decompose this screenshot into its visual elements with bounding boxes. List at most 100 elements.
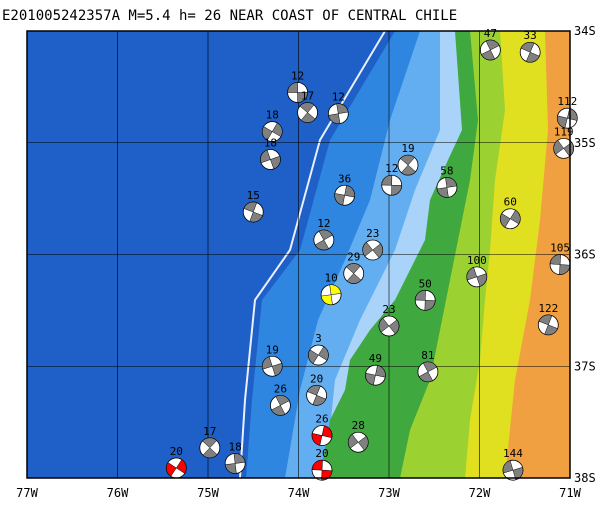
focal-mechanism bbox=[308, 344, 329, 366]
focal-mechanism bbox=[502, 459, 524, 481]
focal-mechanism bbox=[311, 425, 333, 446]
depth-label: 17 bbox=[301, 90, 314, 103]
focal-mechanism bbox=[261, 355, 283, 377]
focal-mechanism bbox=[553, 137, 575, 159]
ball-quadrant bbox=[388, 319, 400, 335]
ball-quadrant bbox=[202, 437, 217, 449]
ball-quadrant bbox=[318, 229, 333, 241]
focal-mechanism bbox=[479, 39, 501, 61]
ball-quadrant bbox=[345, 263, 361, 274]
focal-mechanism bbox=[199, 437, 221, 459]
ball-quadrant bbox=[466, 267, 478, 281]
depth-label: 119 bbox=[554, 125, 574, 138]
depth-label: 122 bbox=[538, 302, 558, 315]
x-tick-label: 77W bbox=[16, 486, 38, 500]
depth-label: 100 bbox=[467, 254, 487, 267]
focal-mechanism bbox=[287, 82, 308, 103]
focal-mechanism bbox=[499, 208, 521, 230]
ball-quadrant bbox=[344, 185, 355, 198]
ball-quadrant bbox=[175, 459, 187, 474]
focal-mechanism bbox=[414, 289, 436, 311]
depth-label: 3 bbox=[315, 332, 322, 345]
ball-quadrant bbox=[318, 346, 329, 361]
ball-quadrant bbox=[500, 213, 511, 228]
ball-quadrant bbox=[445, 177, 458, 188]
focal-mechanism bbox=[242, 201, 264, 223]
depth-label: 17 bbox=[203, 425, 216, 438]
focal-mechanism bbox=[466, 266, 488, 288]
focal-mechanism bbox=[549, 254, 571, 275]
x-tick-label: 75W bbox=[197, 486, 219, 500]
focal-mechanism bbox=[347, 431, 369, 453]
ball-quadrant bbox=[418, 371, 434, 383]
ball-quadrant bbox=[260, 149, 271, 164]
ball-quadrant bbox=[481, 49, 496, 61]
depth-label: 23 bbox=[382, 303, 395, 316]
focal-mechanism bbox=[381, 174, 403, 196]
ball-quadrant bbox=[549, 254, 561, 265]
depth-label: 19 bbox=[401, 142, 414, 155]
ball-quadrant bbox=[336, 103, 349, 114]
depth-label: 112 bbox=[557, 95, 577, 108]
focal-mechanism bbox=[334, 184, 356, 206]
ball-quadrant bbox=[233, 453, 246, 464]
depth-label: 81 bbox=[421, 349, 434, 362]
ball-quadrant bbox=[365, 372, 376, 386]
ball-quadrant bbox=[262, 126, 273, 141]
y-tick-label: 35S bbox=[574, 136, 596, 150]
ball-quadrant bbox=[311, 433, 323, 446]
focal-mechanism bbox=[320, 284, 342, 306]
ball-quadrant bbox=[378, 317, 390, 333]
ball-quadrant bbox=[357, 435, 369, 451]
ball-quadrant bbox=[525, 51, 540, 63]
ball-quadrant bbox=[502, 460, 514, 474]
ball-quadrant bbox=[312, 394, 327, 406]
focal-mechanism bbox=[343, 263, 365, 284]
ball-quadrant bbox=[320, 294, 333, 305]
focal-mechanism bbox=[417, 361, 439, 383]
ball-quadrant bbox=[422, 361, 438, 373]
x-tick-label: 76W bbox=[107, 486, 129, 500]
y-tick-label: 36S bbox=[574, 248, 596, 262]
ball-quadrant bbox=[375, 365, 386, 378]
y-tick-label: 37S bbox=[574, 359, 596, 373]
ball-quadrant bbox=[311, 459, 323, 471]
ball-quadrant bbox=[262, 356, 273, 370]
depth-label: 12 bbox=[291, 69, 304, 82]
ball-quadrant bbox=[553, 139, 565, 155]
ball-quadrant bbox=[436, 187, 449, 198]
ball-quadrant bbox=[414, 290, 426, 301]
ball-quadrant bbox=[308, 349, 319, 364]
ball-quadrant bbox=[372, 243, 383, 259]
ball-quadrant bbox=[314, 239, 330, 251]
ball-quadrant bbox=[166, 462, 177, 477]
ball-quadrant bbox=[424, 300, 436, 311]
ball-quadrant bbox=[346, 273, 362, 284]
ball-quadrant bbox=[476, 273, 488, 287]
focal-mechanism bbox=[365, 364, 386, 386]
focal-mechanism bbox=[397, 154, 419, 176]
ball-quadrant bbox=[391, 184, 402, 196]
ball-quadrant bbox=[321, 425, 333, 439]
ball-quadrant bbox=[224, 463, 237, 474]
ball-quadrant bbox=[243, 201, 258, 213]
depth-label: 60 bbox=[504, 196, 517, 209]
ball-quadrant bbox=[271, 405, 286, 416]
depth-label: 12 bbox=[332, 91, 345, 104]
depth-label: 105 bbox=[550, 242, 570, 255]
focal-mechanism bbox=[260, 149, 281, 170]
depth-label: 10 bbox=[324, 272, 337, 285]
x-tick-label: 74W bbox=[288, 486, 310, 500]
focal-mechanism bbox=[537, 314, 559, 336]
depth-label: 12 bbox=[317, 217, 330, 230]
depth-label: 18 bbox=[266, 109, 279, 122]
y-tick-label: 34S bbox=[574, 24, 596, 38]
depth-label: 18 bbox=[264, 137, 277, 150]
depth-label: 47 bbox=[484, 27, 497, 40]
ball-quadrant bbox=[400, 154, 415, 166]
ball-quadrant bbox=[249, 211, 263, 223]
ball-quadrant bbox=[329, 284, 342, 296]
x-tick-label: 71W bbox=[559, 486, 581, 500]
ball-quadrant bbox=[270, 155, 281, 170]
y-tick-label: 38S bbox=[574, 471, 596, 485]
